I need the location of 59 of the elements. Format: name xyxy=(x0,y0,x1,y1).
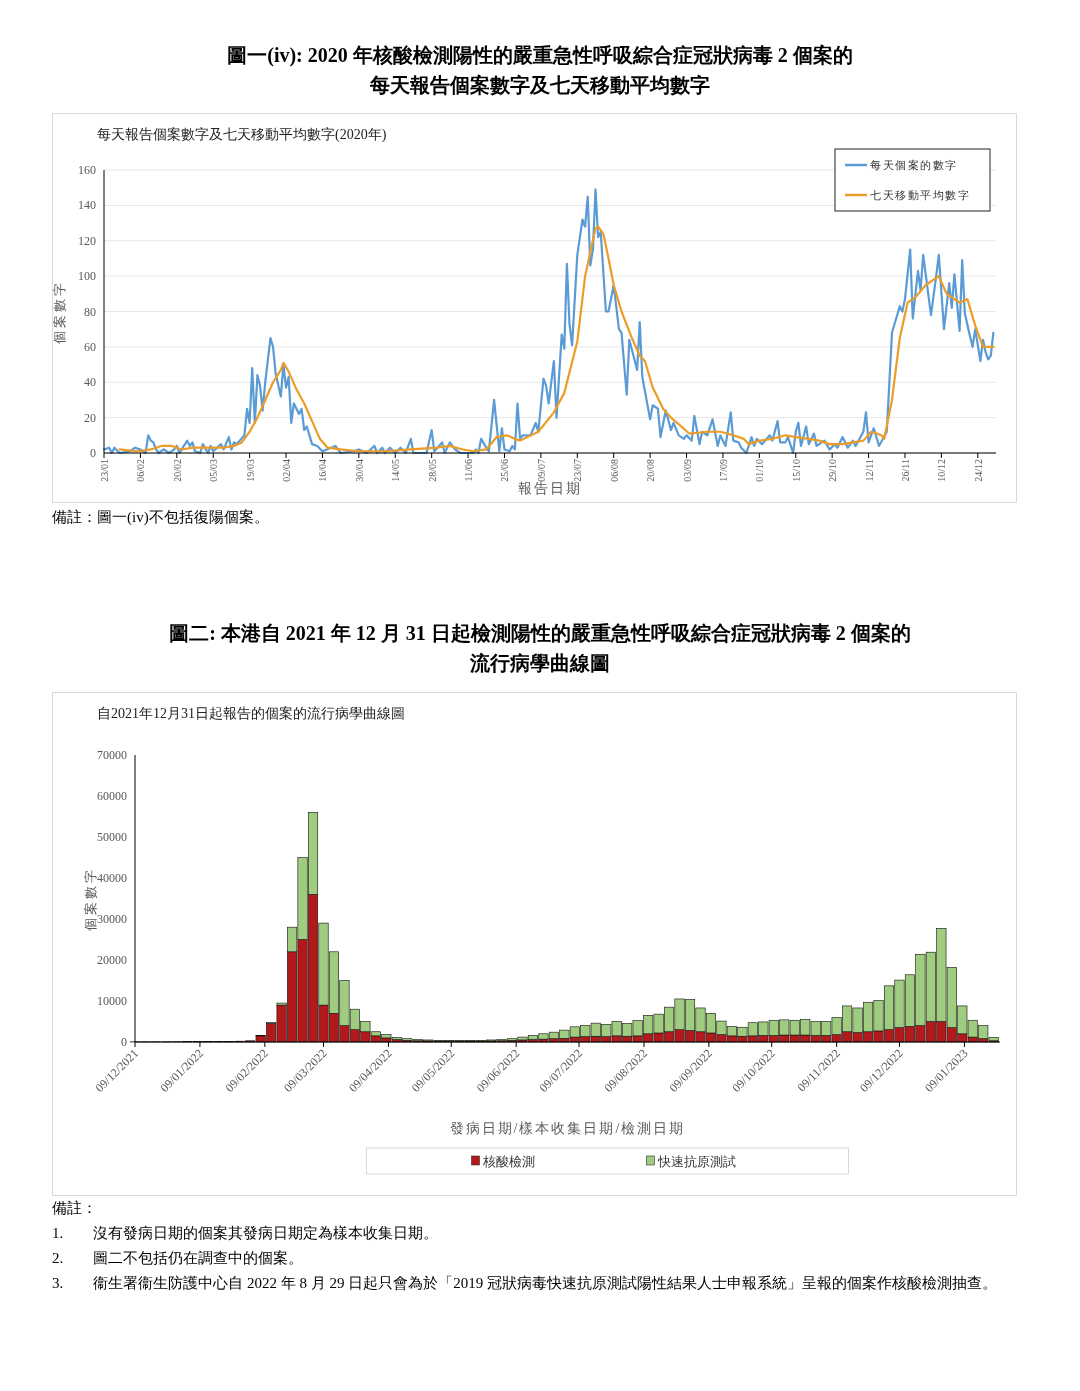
y-tick-label: 60000 xyxy=(97,789,127,803)
x-tick-label: 20/02 xyxy=(171,459,183,482)
x-tick-label: 19/03 xyxy=(244,459,256,482)
x-tick-label: 11/06 xyxy=(463,459,475,482)
x-axis-title: 報告日期 xyxy=(518,481,582,496)
x-tick-label: 25/06 xyxy=(499,459,511,482)
x-tick-label: 16/04 xyxy=(317,459,329,482)
chart-title: 圖二: 本港自 2021 年 12 月 31 日起檢測陽性的嚴重急性呼吸綜合症冠狀病毒 2 個案的流行病學曲線圖 xyxy=(168,621,912,676)
x-tick-label: 06/02 xyxy=(135,459,147,482)
text: 1. 沒有發病日期的個案其發病日期定為樣本收集日期。 xyxy=(52,1224,440,1243)
x-tick-label: 14/05 xyxy=(390,459,402,482)
y-tick-label: 70000 xyxy=(97,748,127,762)
x-tick-label: 06/08 xyxy=(608,459,620,482)
text: 備註：圖一(iv)不包括復陽個案。 xyxy=(52,508,270,527)
y-tick-label: 40 xyxy=(84,375,96,390)
y-tick-label: 140 xyxy=(78,198,96,213)
x-axis-title: 發病日期/樣本收集日期/檢測日期 xyxy=(449,1121,686,1136)
x-tick-label: 17/09 xyxy=(717,459,729,482)
x-tick-label: 10/12 xyxy=(936,459,948,482)
y-tick-label: 100 xyxy=(78,269,96,284)
x-tick-label: 29/10 xyxy=(827,459,839,482)
y-tick-label: 0 xyxy=(90,446,96,460)
x-tick-label: 01/10 xyxy=(754,459,766,482)
x-tick-label: 23/07 xyxy=(572,459,584,482)
x-tick-label: 03/09 xyxy=(681,459,693,482)
legend-label: 核酸檢測 xyxy=(481,1154,535,1169)
y-axis-title: 個案數字 xyxy=(83,866,98,931)
y-tick-label: 20000 xyxy=(97,953,127,967)
y-tick-label: 160 xyxy=(78,163,96,177)
y-tick-label: 0 xyxy=(121,1035,127,1049)
y-tick-label: 10000 xyxy=(97,994,127,1008)
x-tick-label: 28/05 xyxy=(426,459,438,482)
x-tick-label: 20/08 xyxy=(645,459,657,482)
legend-label: 七天移動平均數字 xyxy=(870,189,970,201)
x-tick-label: 05/03 xyxy=(208,459,220,482)
chart-subtitle: 自2021年12月31日起報告的個案的流行病學曲線圖 xyxy=(97,705,405,721)
x-tick-label: 12/11 xyxy=(863,459,875,482)
x-tick-label: 23/01 xyxy=(99,459,110,482)
x-tick-label: 02/04 xyxy=(281,459,293,482)
text: 3. 衞生署衞生防護中心自 2022 年 8 月 29 日起只會為於「2019 冠狀病毒快速抗原測試陽性結果人士申報系統」呈報的個案作核酸檢測抽查。 xyxy=(52,1274,998,1293)
y-tick-label: 120 xyxy=(78,233,96,248)
x-tick-label: 24/12 xyxy=(972,459,984,482)
x-tick-label: 15/10 xyxy=(790,459,802,482)
y-tick-label: 50000 xyxy=(97,830,127,844)
y-axis-title: 個案數字 xyxy=(52,279,67,344)
x-tick-label: 09/07 xyxy=(535,459,547,482)
chart-subtitle: 每天報告個案數字及七天移動平均數字(2020年) xyxy=(97,126,387,143)
legend-label: 每天個案的數字 xyxy=(870,159,958,171)
x-tick-label: 26/11 xyxy=(899,459,911,482)
y-tick-label: 60 xyxy=(84,339,96,354)
y-tick-label: 30000 xyxy=(97,912,127,926)
text: 2. 圖二不包括仍在調查中的個案。 xyxy=(52,1249,305,1268)
text: 備註： xyxy=(52,1199,98,1218)
y-tick-label: 40000 xyxy=(97,871,127,885)
y-tick-label: 80 xyxy=(84,304,96,319)
legend-label: 快速抗原測試 xyxy=(656,1154,736,1169)
chart-title: 圖一(iv): 2020 年核酸檢測陽性的嚴重急性呼吸綜合症冠狀病毒 2 個案的每天報告個案數字及七天移動平均數字 xyxy=(226,43,854,98)
x-tick-label: 30/04 xyxy=(353,459,365,482)
y-tick-label: 20 xyxy=(84,410,96,425)
